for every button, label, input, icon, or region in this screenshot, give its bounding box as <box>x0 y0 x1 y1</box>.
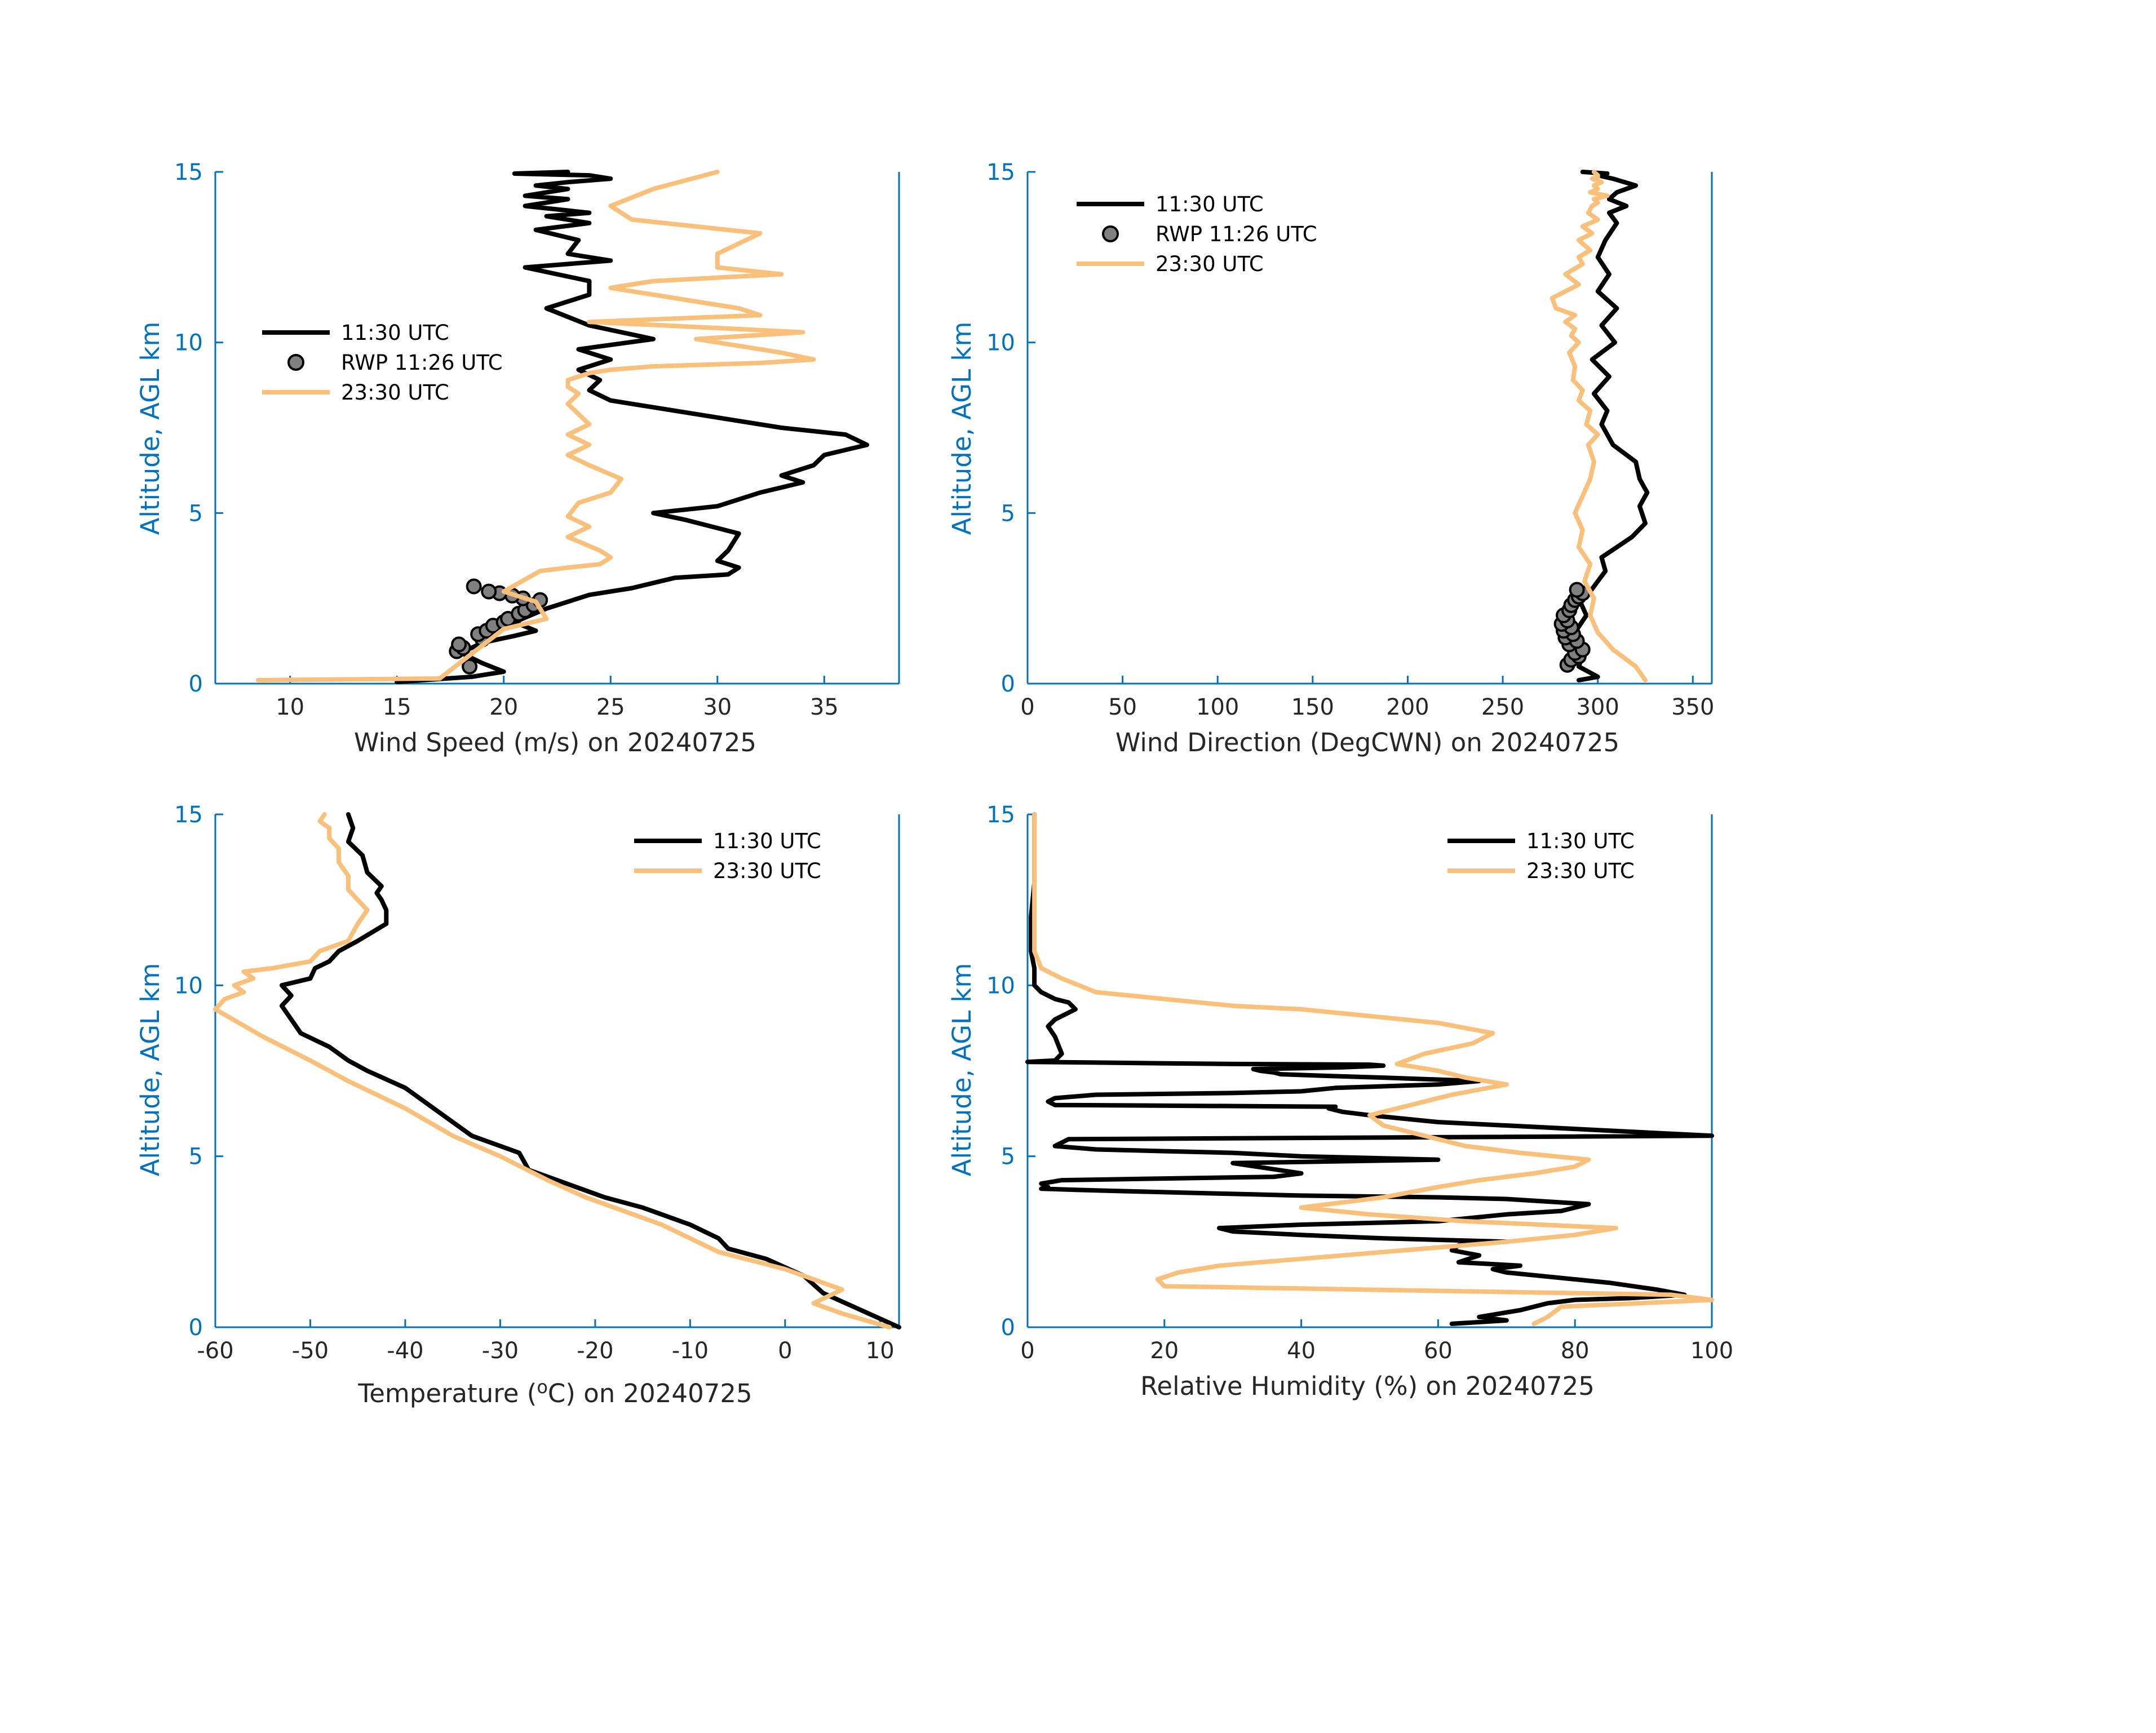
wind-speed-series-black-1130utc-line <box>395 170 870 684</box>
wind-speed-rwp-point <box>451 636 467 653</box>
wind-speed-panel: 10 15 20 25 30 35 0 5 10 15 Wind Speed (m/s) on 2… <box>135 159 900 757</box>
wind-speed-rwp-point <box>462 658 478 675</box>
wind-direction-x-tick-label: 50 <box>1108 694 1137 720</box>
relative-humidity-y-tick-label: 10 <box>986 973 1015 999</box>
wind-speed-xlabel: Wind Speed (m/s) on 20240725 <box>354 728 756 757</box>
wind-direction-x-tick-label: 300 <box>1576 694 1619 720</box>
temperature-y-tick-label: 10 <box>174 973 203 999</box>
relative-humidity-legend-label: 23:30 UTC <box>1526 859 1635 883</box>
wind-direction-legend-label: 11:30 UTC <box>1156 192 1264 216</box>
wind-speed-rwp-point <box>481 583 497 600</box>
temperature-x-tick-label: -20 <box>577 1338 613 1364</box>
relative-humidity-x-tick-label: 100 <box>1690 1338 1733 1364</box>
relative-humidity-x-tick-label: 40 <box>1287 1338 1316 1364</box>
temperature-series-orange-2330utc-line <box>213 812 892 1329</box>
temperature-ylabel: Altitude, AGL km <box>135 963 165 1177</box>
relative-humidity-x-tick-label: 20 <box>1150 1338 1179 1364</box>
wind-direction-series-orange-2330utc-line <box>1550 170 1648 682</box>
relative-humidity-y-tick-label: 15 <box>986 802 1015 828</box>
wind-direction-y-tick-label: 0 <box>1001 671 1015 697</box>
relative-humidity-legend-label: 11:30 UTC <box>1526 829 1635 853</box>
temperature-y-tick-label: 15 <box>174 802 203 828</box>
temperature-y-tick-label: 5 <box>189 1144 203 1170</box>
temperature-x-tick-label: -40 <box>387 1338 423 1364</box>
wind-direction-panel: 0 50 100 150 200 250 300 350 0 5 10 15 Wind Directi… <box>947 159 1714 757</box>
wind-speed-y-tick-label: 10 <box>174 330 203 356</box>
wind-direction-x-tick-label: 100 <box>1196 694 1239 720</box>
wind-speed-legend-label: RWP 11:26 UTC <box>341 351 503 375</box>
wind-direction-legend-marker <box>1102 225 1119 242</box>
temperature-x-tick-label: -30 <box>482 1338 519 1364</box>
wind-speed-x-tick-label: 35 <box>810 694 839 720</box>
wind-speed-x-tick-label: 20 <box>489 694 518 720</box>
temperature-x-tick-label: 10 <box>866 1338 895 1364</box>
relative-humidity-panel: 0 20 40 60 80 100 0 5 10 15 Relative Humidity (%)… <box>947 802 1733 1401</box>
wind-speed-legend-label: 23:30 UTC <box>341 380 449 405</box>
relative-humidity-x-tick-label: 80 <box>1561 1338 1590 1364</box>
wind-direction-x-tick-label: 150 <box>1291 694 1334 720</box>
temperature-series-black-1130utc-line <box>279 812 901 1329</box>
relative-humidity-series-orange-2330utc-line <box>1032 812 1714 1326</box>
wind-speed-x-tick-label: 15 <box>383 694 411 720</box>
wind-direction-x-tick-label: 250 <box>1481 694 1524 720</box>
temperature-y-tick-label: 0 <box>189 1315 203 1341</box>
wind-speed-series-orange-2330utc-line <box>255 170 816 682</box>
wind-speed-x-tick-label: 25 <box>596 694 625 720</box>
wind-speed-rwp-point <box>466 578 482 595</box>
wind-direction-y-tick-label: 10 <box>986 330 1015 356</box>
wind-speed-x-tick-label: 10 <box>276 694 304 720</box>
temperature-legend-label: 11:30 UTC <box>713 829 821 853</box>
relative-humidity-x-tick-label: 0 <box>1020 1338 1034 1364</box>
temperature-x-tick-label: -60 <box>197 1338 233 1364</box>
temperature-x-tick-label: -50 <box>292 1338 329 1364</box>
wind-direction-y-tick-label: 5 <box>1001 500 1015 526</box>
relative-humidity-y-tick-label: 0 <box>1001 1315 1015 1341</box>
wind-direction-y-tick-label: 15 <box>986 159 1015 185</box>
wind-direction-rwp-point <box>1569 582 1585 598</box>
wind-direction-legend-label: 23:30 UTC <box>1156 252 1264 276</box>
temperature-panel: -60 -50 -40 -30 -20 -10 0 10 0 5 10 15 Temperature … <box>135 802 901 1408</box>
wind-speed-ylabel: Altitude, AGL km <box>135 322 165 535</box>
relative-humidity-xlabel: Relative Humidity (%) on 20240725 <box>1140 1371 1595 1401</box>
relative-humidity-ylabel: Altitude, AGL km <box>947 963 977 1177</box>
wind-speed-y-tick-label: 5 <box>189 500 203 526</box>
wind-speed-x-tick-label: 30 <box>703 694 732 720</box>
wind-direction-x-tick-label: 0 <box>1020 694 1034 720</box>
wind-direction-x-tick-label: 200 <box>1386 694 1429 720</box>
wind-direction-legend-label: RWP 11:26 UTC <box>1156 222 1317 246</box>
wind-direction-ylabel: Altitude, AGL km <box>947 322 977 535</box>
relative-humidity-series-black-1130utc-line <box>1025 812 1714 1326</box>
wind-speed-legend-label: 11:30 UTC <box>341 321 449 345</box>
wind-direction-x-tick-label: 350 <box>1671 694 1714 720</box>
relative-humidity-x-tick-label: 60 <box>1424 1338 1453 1364</box>
wind-speed-y-tick-label: 0 <box>189 671 203 697</box>
wind-direction-xlabel: Wind Direction (DegCWN) on 20240725 <box>1115 728 1619 757</box>
temperature-x-tick-label: 0 <box>778 1338 792 1364</box>
relative-humidity-y-tick-label: 5 <box>1001 1144 1015 1170</box>
temperature-legend-label: 23:30 UTC <box>713 859 821 883</box>
wind-speed-legend-marker <box>287 354 304 371</box>
temperature-xlabel: Temperature (oC) on 20240725 <box>357 1376 752 1408</box>
wind-speed-y-tick-label: 15 <box>174 159 203 185</box>
temperature-x-tick-label: -10 <box>672 1338 709 1364</box>
